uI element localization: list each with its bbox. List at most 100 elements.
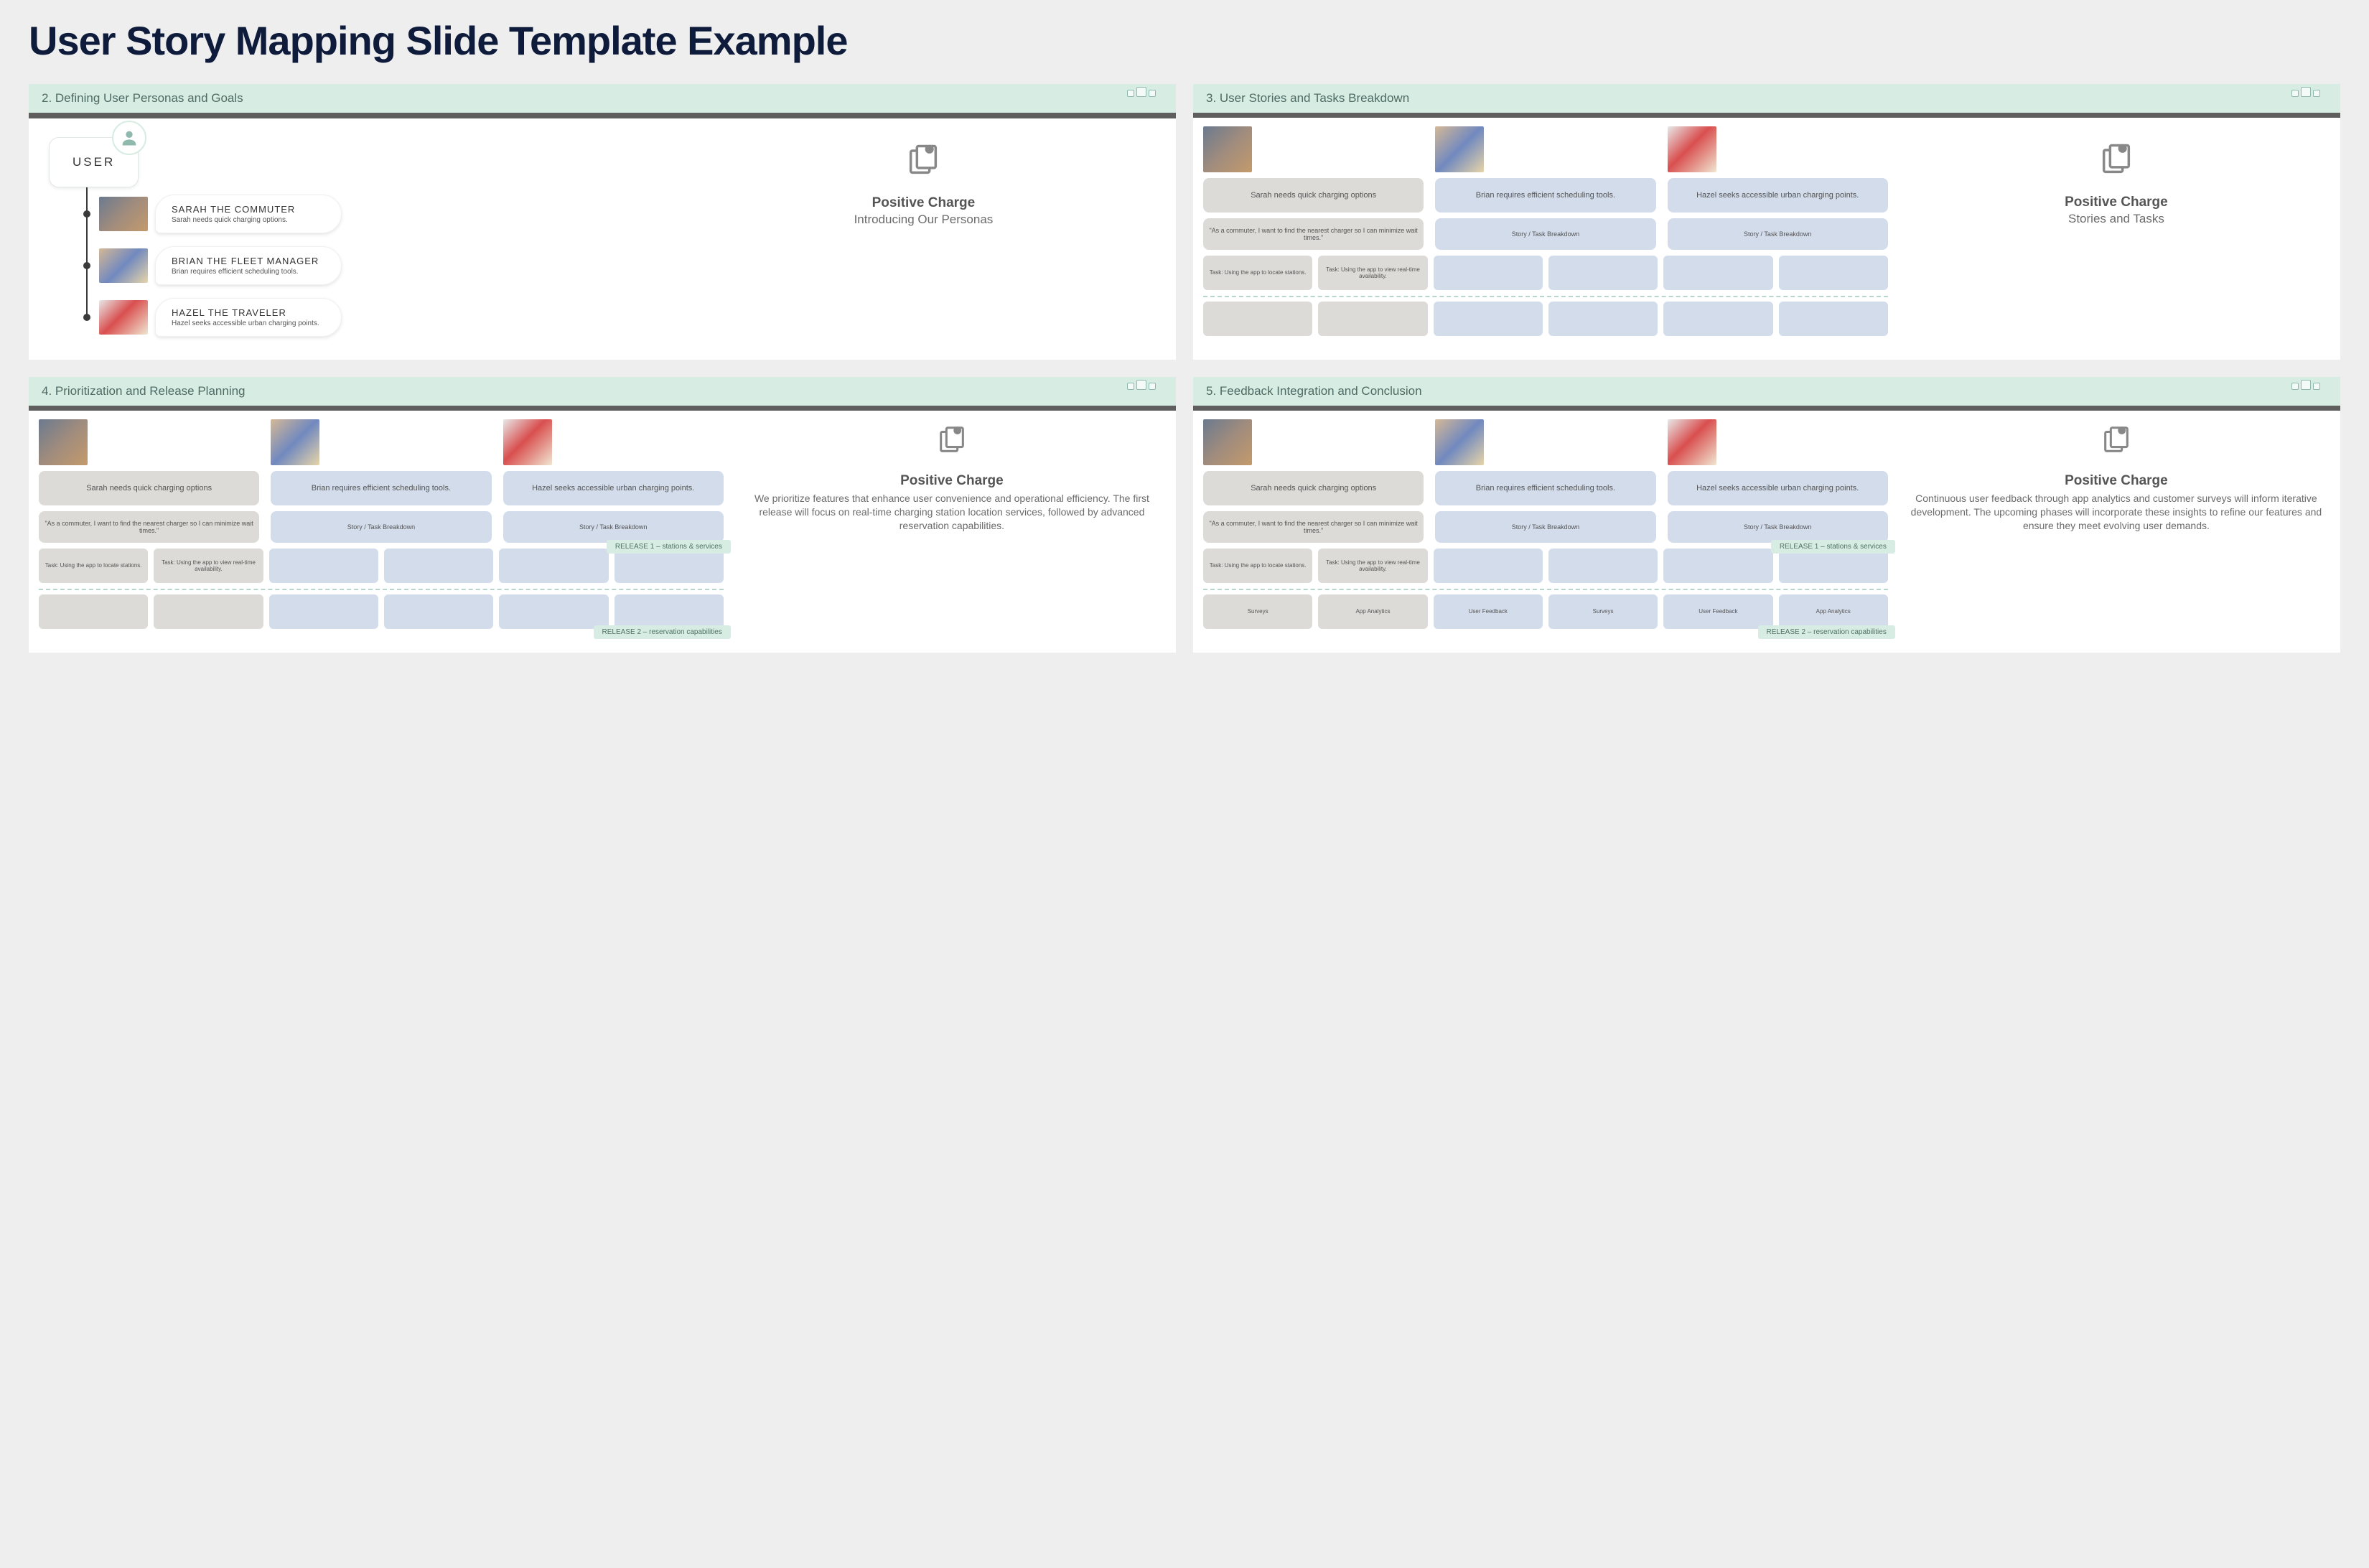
release-divider <box>1203 296 1888 297</box>
release-divider <box>1203 589 1888 590</box>
release-card <box>154 594 263 629</box>
task-card <box>1434 549 1543 583</box>
pc-title: Positive Charge <box>1902 473 2330 489</box>
pc-subtitle: Introducing Our Personas <box>694 213 1153 227</box>
need-card: Brian requires efficient scheduling tool… <box>271 471 491 505</box>
header-deco-icon <box>2291 87 2320 97</box>
slide-prioritization: 4. Prioritization and Release Planning S… <box>29 377 1176 653</box>
pc-subtitle: Stories and Tasks <box>1902 212 2330 226</box>
task-card: Task: Using the app to locate stations. <box>1203 256 1312 290</box>
story-card: Story / Task Breakdown <box>503 511 724 543</box>
story-card: Story / Task Breakdown <box>271 511 491 543</box>
story-card: Story / Task Breakdown <box>1435 511 1655 543</box>
slide-stories: 3. User Stories and Tasks Breakdown Sara… <box>1193 84 2340 360</box>
release-card: User Feedback <box>1434 594 1543 629</box>
persona-name: SARAH THE COMMUTER <box>172 204 325 215</box>
task-card <box>1434 256 1543 290</box>
persona-thumb-hazel <box>1668 126 1716 172</box>
persona-card-sarah: SARAH THE COMMUTER Sarah needs quick cha… <box>155 195 342 233</box>
task-card <box>615 549 724 583</box>
slide-personas: 2. Defining User Personas and Goals USER <box>29 84 1176 360</box>
persona-thumb-sarah <box>1203 126 1252 172</box>
persona-thumb-sarah <box>99 197 148 231</box>
release-card <box>384 594 493 629</box>
release-divider <box>39 589 724 590</box>
release-card <box>1203 302 1312 336</box>
release-card <box>269 594 378 629</box>
story-map: Sarah needs quick charging options Brian … <box>1203 419 1888 644</box>
story-map: Sarah needs quick charging options Brian … <box>1203 126 1888 351</box>
story-card: Story / Task Breakdown <box>1668 218 1888 250</box>
task-card: Task: Using the app to view real-time av… <box>1318 256 1427 290</box>
pin-icon <box>2100 424 2133 460</box>
need-card: Hazel seeks accessible urban charging po… <box>1668 178 1888 213</box>
need-card: Sarah needs quick charging options <box>1203 471 1424 505</box>
persona-card-hazel: HAZEL THE TRAVELER Hazel seeks accessibl… <box>155 298 342 337</box>
story-card: "As a commuter, I want to find the neare… <box>39 511 259 543</box>
pc-body: We prioritize features that enhance user… <box>738 492 1166 533</box>
persona-name: BRIAN THE FLEET MANAGER <box>172 256 325 266</box>
need-card: Brian requires efficient scheduling tool… <box>1435 471 1655 505</box>
slide5-header: 5. Feedback Integration and Conclusion <box>1193 377 2340 406</box>
release-card <box>615 594 724 629</box>
persona-thumb-brian <box>1435 419 1484 465</box>
user-root-box: USER <box>49 137 139 187</box>
story-card: "As a commuter, I want to find the neare… <box>1203 218 1424 250</box>
release-card: Surveys <box>1203 594 1312 629</box>
header-deco-icon <box>2291 380 2320 390</box>
persona-name: HAZEL THE TRAVELER <box>172 307 325 318</box>
story-card: "As a commuter, I want to find the neare… <box>1203 511 1424 543</box>
slide3-header: 3. User Stories and Tasks Breakdown <box>1193 84 2340 113</box>
slide-grid: 2. Defining User Personas and Goals USER <box>29 84 2340 653</box>
persona-row-hazel: HAZEL THE TRAVELER Hazel seeks accessibl… <box>99 298 1163 337</box>
task-card: Task: Using the app to view real-time av… <box>154 549 263 583</box>
need-card: Sarah needs quick charging options <box>1203 178 1424 213</box>
task-card: Task: Using the app to view real-time av… <box>1318 549 1427 583</box>
persona-thumb-hazel <box>99 300 148 335</box>
slide4-header: 4. Prioritization and Release Planning <box>29 377 1176 406</box>
task-card <box>499 549 608 583</box>
slide2-caption: Positive Charge Introducing Our Personas <box>694 141 1153 227</box>
slide4-header-text: 4. Prioritization and Release Planning <box>42 384 246 398</box>
persona-thumb-brian <box>271 419 319 465</box>
task-card <box>1663 549 1772 583</box>
task-card <box>384 549 493 583</box>
user-avatar-icon <box>112 121 146 155</box>
header-deco-icon <box>1127 380 1156 390</box>
task-card: Task: Using the app to locate stations. <box>1203 549 1312 583</box>
task-card <box>269 549 378 583</box>
release2-tag: RELEASE 2 – reservation capabilities <box>1758 625 1895 639</box>
pin-icon <box>2098 141 2135 182</box>
release-card <box>39 594 148 629</box>
need-card: Brian requires efficient scheduling tool… <box>1435 178 1655 213</box>
slide4-caption: Positive Charge We prioritize features t… <box>738 419 1166 644</box>
slide2-header: 2. Defining User Personas and Goals <box>29 84 1176 113</box>
release-card <box>499 594 608 629</box>
pc-title: Positive Charge <box>694 195 1153 211</box>
persona-desc: Brian requires efficient scheduling tool… <box>172 268 325 276</box>
slide2-header-text: 2. Defining User Personas and Goals <box>42 91 243 106</box>
persona-thumb-sarah <box>39 419 88 465</box>
release-card <box>1663 302 1772 336</box>
story-card: Story / Task Breakdown <box>1668 511 1888 543</box>
release2-tag: RELEASE 2 – reservation capabilities <box>594 625 731 639</box>
header-separator <box>1193 406 2340 411</box>
task-card <box>1548 256 1658 290</box>
release1-tag: RELEASE 1 – stations & services <box>607 540 731 554</box>
task-card <box>1548 549 1658 583</box>
pin-icon <box>905 141 942 182</box>
header-separator <box>1193 113 2340 118</box>
slide3-caption: Positive Charge Stories and Tasks <box>1902 126 2330 351</box>
pc-body: Continuous user feedback through app ana… <box>1902 492 2330 533</box>
task-card <box>1663 256 1772 290</box>
need-card: Hazel seeks accessible urban charging po… <box>1668 471 1888 505</box>
page-title: User Story Mapping Slide Template Exampl… <box>29 17 2340 64</box>
release-card: App Analytics <box>1779 594 1888 629</box>
story-card: Story / Task Breakdown <box>1435 218 1655 250</box>
persona-desc: Sarah needs quick charging options. <box>172 216 325 224</box>
pc-title: Positive Charge <box>1902 195 2330 210</box>
slide3-header-text: 3. User Stories and Tasks Breakdown <box>1206 91 1409 106</box>
persona-thumb-hazel <box>503 419 552 465</box>
release-card: User Feedback <box>1663 594 1772 629</box>
persona-desc: Hazel seeks accessible urban charging po… <box>172 319 325 327</box>
